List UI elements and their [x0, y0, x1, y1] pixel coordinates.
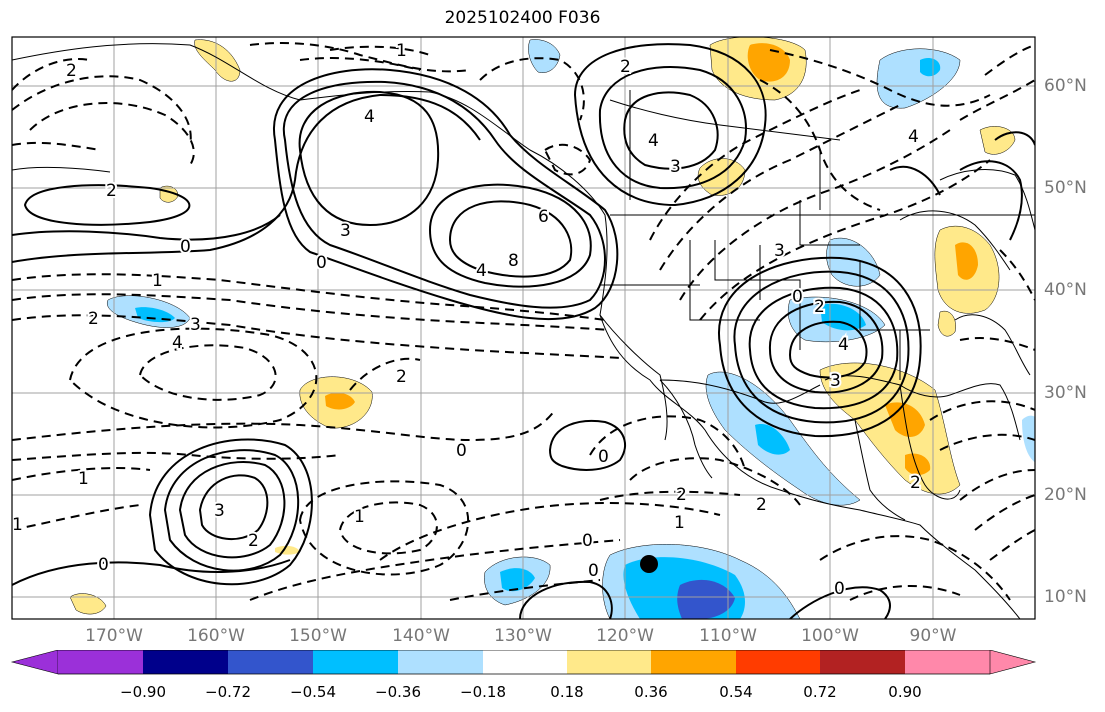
colorbar-tick: −0.36	[375, 683, 421, 701]
contour-label: 0	[456, 441, 467, 461]
contour-label: 4	[838, 335, 849, 355]
contour-label: 4	[476, 261, 487, 281]
contour-labels: 2 0 4 3 6 8 4 0 1 2 3 4 2 0 1 0 3 2 1 0 …	[12, 39, 923, 601]
contour-label: 3	[670, 157, 681, 177]
lat-label: 50°N	[1044, 178, 1087, 198]
map-title: 2025102400 F036	[444, 8, 601, 28]
lat-label: 20°N	[1044, 485, 1087, 505]
colorbar-tick: −0.90	[120, 683, 166, 701]
colorbar-segment	[10, 650, 59, 675]
contour-label: 0	[316, 253, 327, 273]
contour-label: 1	[354, 507, 365, 527]
contour-label: 0	[598, 447, 609, 467]
contour-label: 1	[674, 513, 685, 533]
contour-label: 4	[172, 333, 183, 353]
contour-label: 2	[676, 485, 687, 505]
contour-label: 1	[396, 41, 407, 61]
colorbar-segment	[905, 650, 990, 674]
contour-label: 4	[908, 127, 919, 147]
colorbar-segment	[398, 650, 483, 674]
map-frame	[11, 36, 1036, 620]
lon-label: 170°W	[85, 626, 143, 646]
colorbar-segment	[820, 650, 905, 674]
colorbar-tick: 0.18	[550, 683, 584, 701]
lon-label: 100°W	[801, 626, 859, 646]
lon-label: 90°W	[909, 626, 957, 646]
colorbar-tick: 0.90	[888, 683, 922, 701]
lon-label: 130°W	[494, 626, 552, 646]
contour-label: 2	[106, 181, 117, 201]
contour-label: 3	[830, 371, 841, 391]
contour-label: 1	[78, 469, 89, 489]
contour-label: 2	[396, 367, 407, 387]
lon-label: 110°W	[699, 626, 757, 646]
location-marker	[640, 555, 658, 573]
contour-label: 0	[588, 561, 599, 581]
colorbar-tick: −0.72	[205, 683, 251, 701]
colorbar-tick: 0.36	[634, 683, 668, 701]
lat-label: 60°N	[1044, 76, 1087, 96]
contour-label: 2	[88, 309, 99, 329]
contour-label: 2	[910, 473, 921, 493]
lon-label: 150°W	[289, 626, 347, 646]
colorbar-segment	[651, 650, 736, 674]
contour-label: 3	[340, 221, 351, 241]
contour-label: 1	[12, 515, 23, 535]
colorbar	[10, 650, 1037, 675]
colorbar-segment	[228, 650, 313, 674]
lat-label: 30°N	[1044, 383, 1087, 403]
lon-label: 120°W	[596, 626, 654, 646]
contour-label: 0	[98, 555, 109, 575]
contour-label: 1	[152, 271, 163, 291]
contour-label: 4	[648, 131, 659, 151]
colorbar-segment	[58, 650, 143, 674]
contour-label: 2	[66, 61, 77, 81]
lat-label: 10°N	[1044, 587, 1087, 607]
colorbar-tick: 0.72	[803, 683, 837, 701]
contour-label: 3	[190, 315, 201, 335]
colorbar-tick: −0.18	[460, 683, 506, 701]
contour-label: 8	[508, 251, 519, 271]
contour-label: 3	[774, 241, 785, 261]
colorbar-tick: −0.54	[290, 683, 336, 701]
contour-label: 0	[180, 237, 191, 257]
colorbar-segment	[736, 650, 820, 674]
contour-label: 0	[582, 531, 593, 551]
contour-label: 2	[620, 57, 631, 77]
lon-label: 140°W	[392, 626, 450, 646]
colorbar-segment	[483, 650, 567, 674]
contour-label: 6	[538, 207, 549, 227]
contour-label: 2	[756, 495, 767, 515]
lat-lon-grid	[12, 37, 1035, 619]
contour-label: 2	[814, 297, 825, 317]
contour-label: 3	[214, 501, 225, 521]
contour-label: 0	[834, 579, 845, 599]
colorbar-segment	[313, 650, 398, 674]
lat-label: 40°N	[1044, 280, 1087, 300]
contours-dashed	[12, 42, 1035, 601]
colorbar-segment	[989, 650, 1037, 675]
coastlines	[12, 43, 1035, 619]
colorbar-segment	[143, 650, 228, 674]
colorbar-segment	[567, 650, 651, 674]
colorbar-tick: 0.54	[719, 683, 753, 701]
lon-label: 160°W	[187, 626, 245, 646]
contour-label: 2	[248, 531, 259, 551]
contour-label: 0	[792, 287, 803, 307]
contour-label: 4	[364, 107, 375, 127]
